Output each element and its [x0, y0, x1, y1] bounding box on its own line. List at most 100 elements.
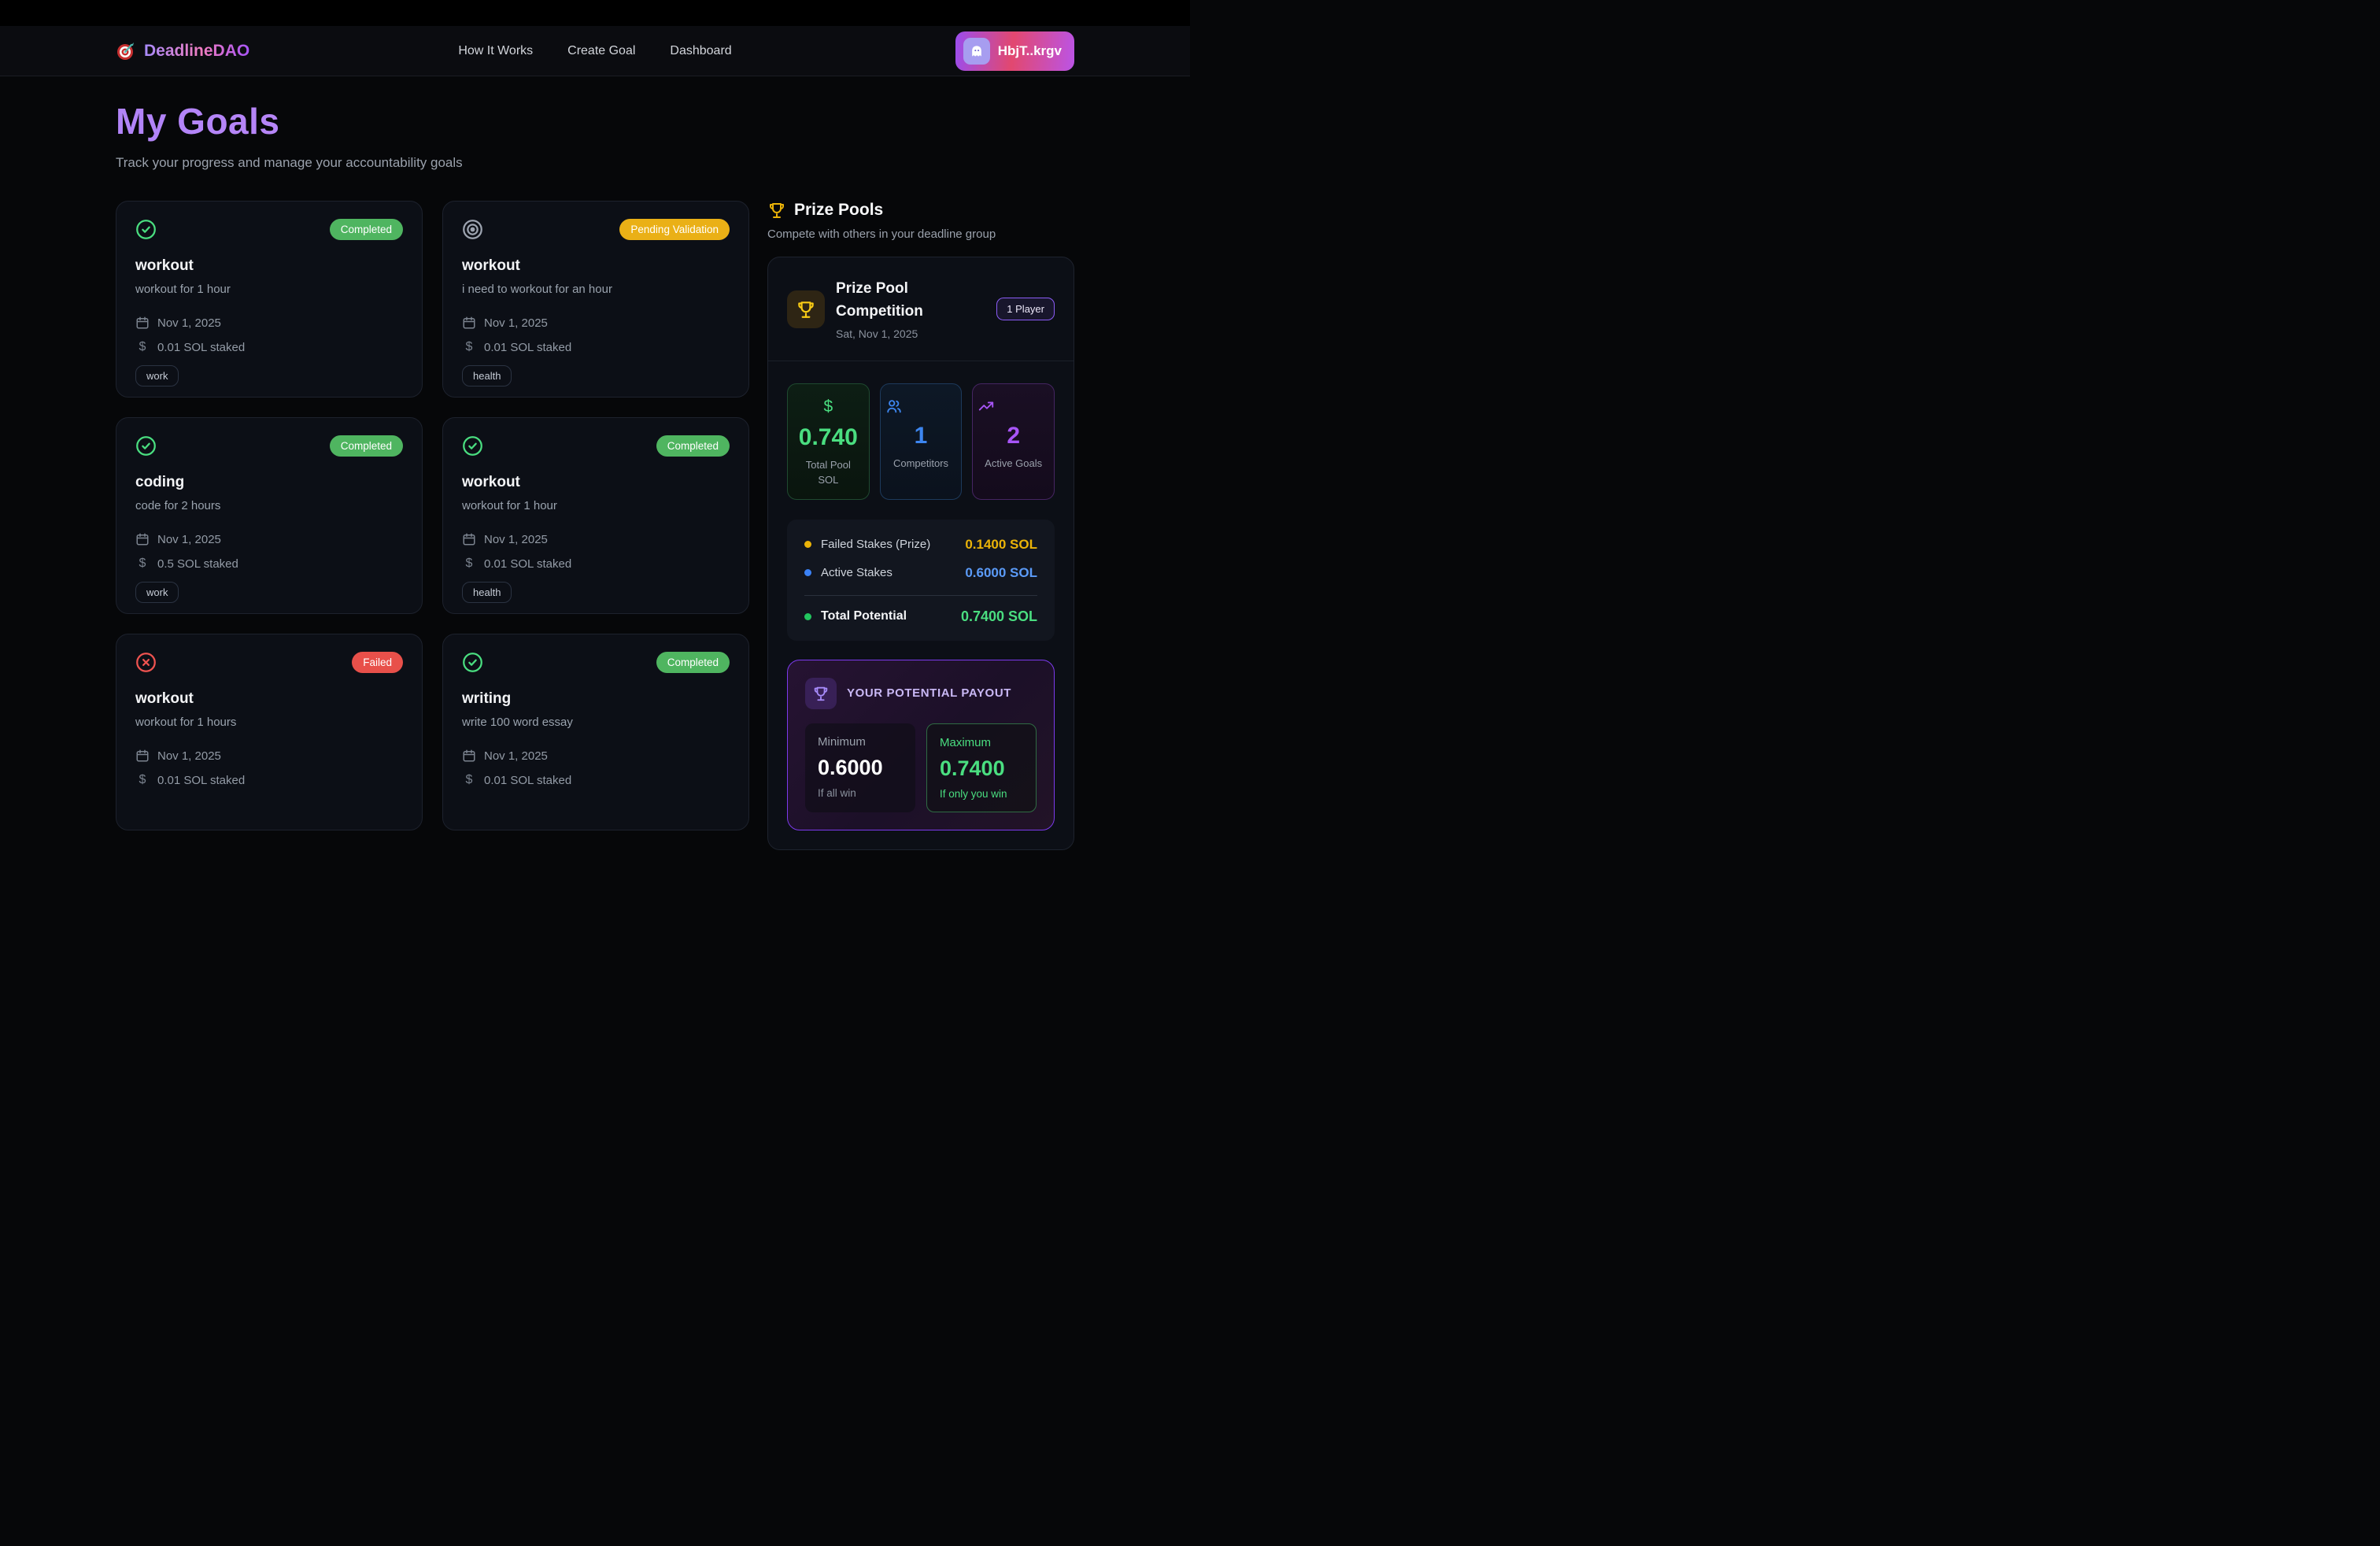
- status-badge: Failed: [352, 652, 403, 673]
- goal-stake: 0.01 SOL staked: [484, 557, 572, 571]
- prize-pools-subheading: Compete with others in your deadline gro…: [767, 227, 996, 241]
- goal-title: coding: [135, 474, 185, 490]
- prize-pools-sidebar: Prize Pools Compete with others in your …: [767, 201, 1074, 850]
- pool-stats: $ 0.740 Total Pool SOL 1 Competitors: [787, 383, 1055, 500]
- goal-description: workout for 1 hours: [135, 716, 237, 729]
- dollar-icon: $: [465, 557, 473, 570]
- target-icon: [462, 219, 483, 240]
- goal-card[interactable]: Failed workout workout for 1 hours Nov 1…: [116, 634, 423, 830]
- calendar-icon: [135, 532, 150, 546]
- calendar-icon: [462, 532, 476, 546]
- payout-heading: YOUR POTENTIAL PAYOUT: [847, 686, 1012, 701]
- top-black-strip: [0, 0, 1190, 26]
- goal-description: i need to workout for an hour: [462, 283, 612, 296]
- stat-value: 1: [914, 423, 928, 449]
- total-pool-stat: $ 0.740 Total Pool SOL: [787, 383, 870, 500]
- green-dot-icon: [804, 612, 811, 620]
- dollar-icon: $: [465, 773, 473, 786]
- competition-title: Prize Pool Competition: [836, 280, 923, 320]
- payout-note: If only you win: [940, 787, 1007, 800]
- check-circle-icon: [462, 652, 483, 673]
- payout-label: Maximum: [940, 735, 992, 749]
- nav-create-goal[interactable]: Create Goal: [567, 43, 636, 57]
- yellow-dot-icon: [804, 541, 811, 549]
- dollar-icon: $: [139, 773, 146, 786]
- payout-value: 0.7400: [940, 756, 1005, 780]
- wallet-button[interactable]: HbjT..krgv: [955, 31, 1074, 71]
- goal-tag: work: [135, 365, 179, 386]
- goal-card[interactable]: Completed workout workout for 1 hour Nov…: [442, 417, 749, 614]
- prize-pools-heading: Prize Pools: [794, 201, 884, 219]
- page-subtitle: Track your progress and manage your acco…: [116, 155, 463, 170]
- dollar-icon: $: [139, 557, 146, 570]
- goal-title: workout: [462, 474, 520, 490]
- goal-description: code for 2 hours: [135, 499, 221, 512]
- stakes-breakdown: Failed Stakes (Prize) 0.1400 SOL Active …: [787, 519, 1055, 641]
- phantom-wallet-icon: [963, 37, 990, 65]
- total-potential-row: Total Potential 0.7400 SOL: [804, 608, 1037, 625]
- stake-value: 0.6000 SOL: [965, 564, 1037, 580]
- stake-label: Total Potential: [821, 609, 907, 623]
- goal-title: workout: [462, 257, 520, 274]
- nav-dashboard[interactable]: Dashboard: [670, 43, 732, 57]
- dollar-icon: $: [465, 340, 473, 353]
- stake-label: Failed Stakes (Prize): [821, 538, 931, 552]
- goal-description: workout for 1 hour: [462, 499, 557, 512]
- goal-card[interactable]: Pending Validation workout i need to wor…: [442, 201, 749, 398]
- dollar-icon: $: [823, 398, 833, 416]
- stat-label: Total Pool SOL: [805, 459, 851, 486]
- app-header: DeadlineDAO How It Works Create Goal Das…: [0, 26, 1190, 76]
- goal-date: Nov 1, 2025: [157, 316, 221, 330]
- goal-stake: 0.01 SOL staked: [484, 340, 572, 354]
- goal-tag: health: [462, 582, 512, 603]
- stake-value: 0.1400 SOL: [965, 536, 1037, 552]
- active-goals-stat: 2 Active Goals: [972, 383, 1055, 500]
- goal-title: workout: [135, 257, 194, 274]
- status-badge: Completed: [329, 435, 403, 457]
- goal-stake: 0.01 SOL staked: [157, 773, 246, 787]
- prize-pool-panel: Prize Pool Competition Sat, Nov 1, 2025 …: [767, 257, 1074, 850]
- stake-label: Active Stakes: [821, 566, 893, 580]
- status-badge: Completed: [329, 219, 403, 240]
- goal-card[interactable]: Completed coding code for 2 hours Nov 1,…: [116, 417, 423, 614]
- trending-up-icon: [978, 398, 1049, 415]
- users-icon: [885, 398, 957, 415]
- goal-title: writing: [462, 690, 512, 707]
- brand-name: DeadlineDAO: [144, 41, 250, 60]
- maximum-payout-box: Maximum 0.7400 If only you win: [926, 723, 1037, 812]
- payout-note: If all win: [818, 786, 856, 799]
- check-circle-icon: [135, 219, 157, 240]
- calendar-icon: [462, 316, 476, 330]
- goal-description: workout for 1 hour: [135, 283, 231, 296]
- calendar-icon: [135, 749, 150, 763]
- stake-value: 0.7400 SOL: [960, 608, 1037, 624]
- competitors-stat: 1 Competitors: [879, 383, 963, 500]
- divider: [804, 594, 1037, 596]
- goal-card[interactable]: Completed workout workout for 1 hour Nov…: [116, 201, 423, 398]
- goal-date: Nov 1, 2025: [157, 532, 221, 546]
- stat-value: 0.740: [798, 424, 858, 450]
- calendar-icon: [462, 749, 476, 763]
- goal-card[interactable]: Completed writing write 100 word essay N…: [442, 634, 749, 830]
- potential-payout-card: YOUR POTENTIAL PAYOUT Minimum 0.6000 If …: [787, 659, 1055, 830]
- goal-tag: work: [135, 582, 179, 603]
- brand-logo[interactable]: DeadlineDAO: [116, 41, 249, 61]
- stat-label: Competitors: [893, 457, 949, 469]
- page-title: My Goals: [116, 100, 1074, 142]
- players-badge: 1 Player: [996, 298, 1055, 320]
- check-circle-icon: [135, 435, 157, 457]
- goal-date: Nov 1, 2025: [484, 749, 548, 763]
- payout-label: Minimum: [818, 734, 866, 749]
- stat-label: Active Goals: [985, 457, 1043, 469]
- dartboard-logo-icon: [116, 41, 136, 61]
- blue-dot-icon: [804, 569, 811, 577]
- nav-how-it-works[interactable]: How It Works: [458, 43, 534, 57]
- dollar-icon: $: [139, 340, 146, 353]
- status-badge: Pending Validation: [619, 219, 730, 240]
- goal-title: workout: [135, 690, 194, 707]
- active-stakes-row: Active Stakes 0.6000 SOL: [804, 565, 1037, 581]
- goal-date: Nov 1, 2025: [484, 316, 548, 330]
- status-badge: Completed: [656, 652, 730, 673]
- goal-stake: 0.01 SOL staked: [157, 340, 246, 354]
- main-nav: How It Works Create Goal Dashboard: [458, 44, 731, 58]
